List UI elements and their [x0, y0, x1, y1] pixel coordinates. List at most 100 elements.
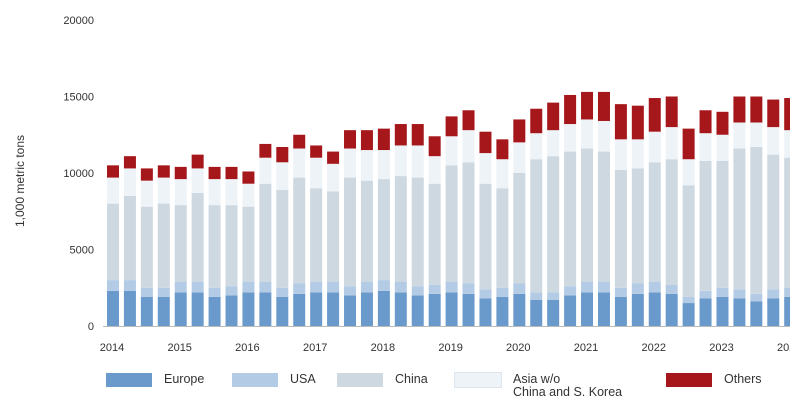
- bar-segment-others: [225, 166, 238, 180]
- bar-segment-europe: [310, 292, 323, 326]
- legend-item-china: China: [337, 366, 428, 387]
- bar-segment-asia-w-o-china-and-s-korea: [530, 133, 543, 160]
- bar-segment-europe: [699, 298, 712, 326]
- bar-segment-europe: [513, 293, 526, 326]
- bar-segment-usa: [107, 280, 119, 291]
- bar-segment-usa: [682, 296, 695, 304]
- bar-segment-europe: [276, 296, 289, 326]
- bar-segment-china: [310, 188, 323, 282]
- x-tick-label: 2017: [303, 342, 327, 354]
- bar-segment-others: [394, 124, 407, 146]
- bar-segment-usa: [208, 287, 221, 297]
- bar-segment-asia-w-o-china-and-s-korea: [360, 150, 373, 181]
- bar-segment-others: [479, 131, 492, 154]
- bar-segment-europe: [733, 298, 746, 326]
- bar-segment-asia-w-o-china-and-s-korea: [327, 163, 340, 192]
- x-tick-label: 2021: [574, 342, 598, 354]
- bar-segment-china: [174, 205, 187, 282]
- bar-segment-usa: [597, 281, 610, 293]
- bar-segment-asia-w-o-china-and-s-korea: [225, 179, 238, 206]
- bar-segment-usa: [784, 287, 790, 297]
- stacked-bar-chart: 0 5000 10000 15000 20000 1,000 metric tons 201…: [13, 15, 790, 354]
- bar-segment-others: [784, 98, 790, 131]
- bar-segment-china: [564, 151, 577, 287]
- bar-segment-asia-w-o-china-and-s-korea: [496, 159, 509, 189]
- bar-segment-usa: [648, 281, 661, 293]
- x-tick-label: 2024: [777, 342, 790, 354]
- bar-segment-asia-w-o-china-and-s-korea: [191, 168, 204, 193]
- bar-segment-china: [597, 151, 610, 282]
- bar-segment-usa: [327, 281, 340, 293]
- bar-segment-china: [123, 195, 136, 281]
- bar-segment-europe: [411, 295, 424, 326]
- bar-segment-usa: [394, 281, 407, 293]
- bar-segment-others: [496, 139, 509, 160]
- bar-segment-usa: [547, 292, 560, 300]
- bar-segment-others: [123, 156, 136, 169]
- bar-segment-asia-w-o-china-and-s-korea: [377, 150, 390, 180]
- bar-segment-china: [107, 203, 119, 281]
- bar-segment-asia-w-o-china-and-s-korea: [513, 142, 526, 173]
- bar-segment-usa: [614, 287, 627, 297]
- x-tick-label: 2020: [506, 342, 530, 354]
- bar-segment-others: [682, 128, 695, 160]
- bar-segment-china: [614, 169, 627, 288]
- bar-segment-europe: [614, 296, 627, 326]
- bar-segment-europe: [123, 290, 136, 326]
- bar-segment-usa: [310, 281, 323, 293]
- bar-segment-usa: [462, 283, 475, 294]
- bar-segment-others: [259, 143, 272, 158]
- legend-swatch-others: [666, 373, 712, 387]
- bar-segment-asia-w-o-china-and-s-korea: [157, 177, 170, 204]
- bar-segment-china: [360, 180, 373, 282]
- bar-segment-asia-w-o-china-and-s-korea: [581, 119, 594, 149]
- legend-label-asia: Asia w/o China and S. Korea: [513, 373, 622, 399]
- bar-segment-asia-w-o-china-and-s-korea: [547, 130, 560, 157]
- bar-segment-china: [242, 206, 255, 282]
- bar-segment-others: [597, 91, 610, 121]
- bar-segment-asia-w-o-china-and-s-korea: [259, 157, 272, 184]
- bar-segment-europe: [225, 295, 238, 326]
- bar-segment-europe: [750, 301, 763, 326]
- bar-segment-asia-w-o-china-and-s-korea: [614, 139, 627, 170]
- bar-segment-asia-w-o-china-and-s-korea: [123, 168, 136, 196]
- bar-segment-europe: [564, 295, 577, 326]
- bar-segment-europe: [648, 292, 661, 326]
- bar-segment-others: [310, 145, 323, 158]
- bar-segment-europe: [191, 292, 204, 326]
- bar-segment-europe: [157, 296, 170, 326]
- legend-swatch-china: [337, 373, 383, 387]
- bar-segment-europe: [784, 296, 790, 326]
- bar-segment-others: [276, 146, 289, 163]
- bar-segment-china: [547, 156, 560, 293]
- x-tick-label: 2015: [167, 342, 191, 354]
- bar-segment-others: [733, 96, 746, 123]
- legend-swatch-europe: [106, 373, 152, 387]
- bar-segment-usa: [344, 286, 357, 296]
- bar-segment-china: [530, 159, 543, 293]
- legend-label-china: China: [395, 372, 428, 386]
- legend-label-asia-line1: Asia w/o: [513, 372, 561, 386]
- bar-segment-europe: [479, 298, 492, 326]
- bar-segment-usa: [411, 286, 424, 296]
- bar-segment-europe: [140, 296, 153, 326]
- bar-segment-asia-w-o-china-and-s-korea: [276, 162, 289, 190]
- bar-segment-china: [750, 146, 763, 294]
- legend-item-others: Others: [666, 366, 762, 387]
- x-tick-label: 2016: [235, 342, 259, 354]
- bar-segment-others: [564, 94, 577, 125]
- bar-segment-others: [174, 166, 187, 180]
- bar-segment-asia-w-o-china-and-s-korea: [699, 133, 712, 161]
- bar-segment-europe: [428, 293, 441, 326]
- bar-segment-asia-w-o-china-and-s-korea: [716, 134, 729, 161]
- bar-segment-asia-w-o-china-and-s-korea: [310, 157, 323, 189]
- bar-segment-asia-w-o-china-and-s-korea: [394, 145, 407, 177]
- bar-segment-china: [648, 162, 661, 282]
- bar-segment-china: [411, 177, 424, 287]
- legend-label-others: Others: [724, 372, 762, 386]
- bar-segment-usa: [191, 281, 204, 293]
- bar-segment-asia-w-o-china-and-s-korea: [344, 148, 357, 178]
- legend-label-europe: Europe: [164, 372, 205, 386]
- bar-segment-asia-w-o-china-and-s-korea: [682, 159, 695, 186]
- bar-segment-usa: [445, 281, 458, 293]
